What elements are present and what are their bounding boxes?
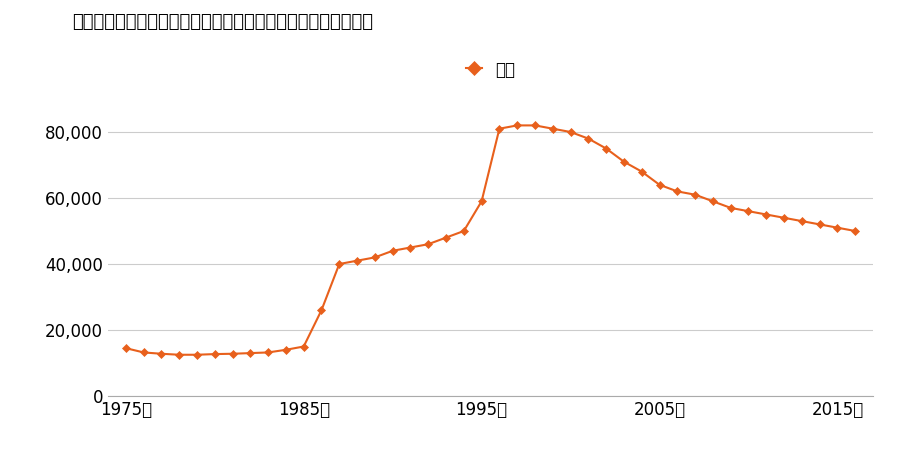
価格	[227, 351, 238, 356]
価格	[139, 350, 149, 355]
価格	[174, 352, 184, 357]
価格	[192, 352, 202, 357]
価格	[618, 159, 629, 164]
価格	[263, 350, 274, 355]
Text: 茨城県那珂郡東海村村松字下の内１２２０番１４０の地価推移: 茨城県那珂郡東海村村松字下の内１２２０番１４０の地価推移	[72, 14, 373, 32]
価格	[494, 126, 505, 131]
価格	[405, 245, 416, 250]
価格	[121, 346, 131, 351]
価格	[370, 255, 381, 260]
価格	[689, 192, 700, 198]
価格	[600, 146, 611, 151]
価格	[778, 215, 789, 220]
価格	[458, 228, 469, 234]
価格	[850, 228, 860, 234]
価格	[796, 218, 807, 224]
Line: 価格: 価格	[123, 122, 858, 358]
価格	[441, 235, 452, 240]
価格	[210, 351, 220, 357]
価格	[476, 198, 487, 204]
価格	[529, 123, 540, 128]
Legend: 価格: 価格	[459, 54, 522, 85]
価格	[423, 242, 434, 247]
価格	[672, 189, 683, 194]
価格	[334, 261, 345, 267]
価格	[245, 351, 256, 356]
価格	[547, 126, 558, 131]
価格	[760, 212, 771, 217]
価格	[156, 351, 166, 356]
価格	[512, 123, 523, 128]
価格	[387, 248, 398, 253]
価格	[281, 347, 292, 352]
価格	[298, 344, 309, 349]
価格	[743, 208, 754, 214]
価格	[814, 222, 825, 227]
価格	[352, 258, 363, 263]
価格	[636, 169, 647, 174]
価格	[725, 205, 736, 211]
価格	[583, 136, 594, 141]
価格	[316, 307, 327, 313]
価格	[832, 225, 842, 230]
価格	[565, 129, 576, 135]
価格	[707, 198, 718, 204]
価格	[654, 182, 665, 188]
